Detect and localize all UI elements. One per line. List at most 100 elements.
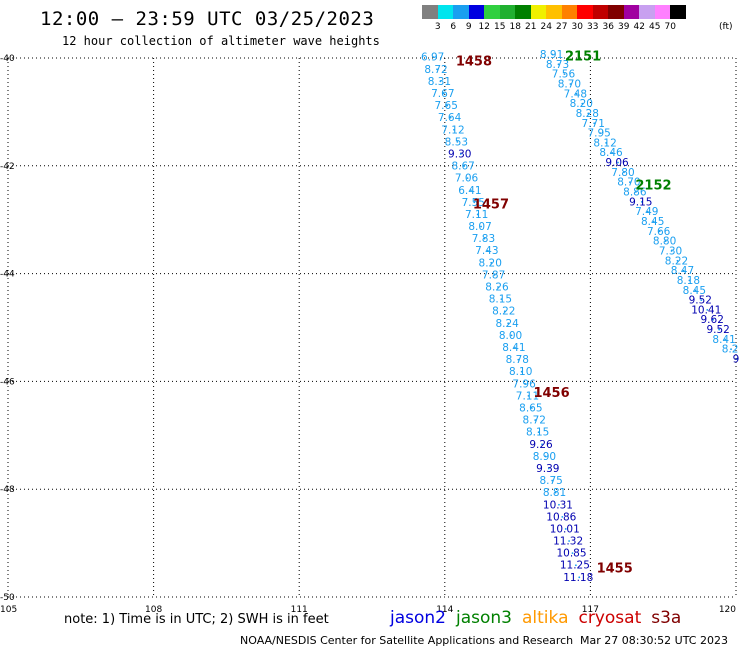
legend-level-label: 9	[465, 22, 472, 32]
wave-height-value: 9.26	[529, 439, 553, 451]
wave-height-value: 8.41	[712, 334, 735, 346]
mission-s3a: s3a	[651, 608, 682, 628]
legend-level-label: 30	[571, 22, 583, 32]
sample-dot	[554, 491, 557, 494]
sample-dot	[557, 63, 560, 66]
wave-height-value: 8.20	[479, 257, 502, 269]
wave-height-value: 7.30	[659, 245, 682, 257]
wave-height-value: 7.87	[482, 269, 505, 281]
legend-level-label: 33	[587, 22, 599, 32]
sample-dot	[558, 503, 560, 506]
sample-dot	[658, 230, 661, 233]
wave-height-value: 11.25	[560, 560, 590, 572]
wave-height-value: 10.01	[550, 523, 580, 535]
wave-height-value: 9.62	[701, 314, 724, 326]
wave-height-value: 7.64	[438, 112, 462, 124]
sample-dot	[497, 286, 499, 288]
wave-height-value: 7.12	[441, 124, 464, 136]
legend-level-label: 39	[618, 22, 630, 32]
lon-tick-label: 105	[0, 605, 17, 615]
mission-jason2: jason2	[390, 608, 446, 628]
mission-altika: altika	[522, 608, 569, 628]
sample-dot	[486, 249, 489, 252]
wave-height-value: 9.06	[605, 157, 629, 169]
wave-height-value: 6.97	[421, 52, 444, 64]
wave-height-value: 8.72	[424, 64, 447, 76]
legend-cell	[515, 5, 531, 19]
wave-height-value: 8.90	[533, 451, 556, 463]
wave-height-value: 7.65	[435, 100, 458, 112]
lat-tick-label: -42	[0, 162, 15, 172]
credit-line: NOAA/NESDIS Center for Satellite Applica…	[240, 634, 574, 647]
wave-height-value: 7.96	[512, 378, 536, 390]
legend-cell	[484, 5, 500, 19]
pass-time-label: 1455	[597, 561, 633, 576]
wave-height-value: 8.15	[489, 294, 512, 306]
wave-height-value: 8.72	[523, 415, 546, 427]
legend-cell	[639, 5, 655, 19]
chart-subtitle: 12 hour collection of altimeter wave hei…	[62, 34, 380, 48]
sample-dot	[664, 240, 667, 243]
legend-level-label: 24	[540, 22, 552, 32]
sample-dot	[712, 318, 715, 321]
mission-legend: jason2 jason3 altika cryosat s3a	[390, 608, 691, 628]
sample-dot	[503, 310, 506, 313]
wave-height-value: 7.55	[462, 197, 485, 209]
color-legend: 3 6 9 12 15 18 21 24 27 30 33 36 39 42 45 70	[422, 5, 686, 32]
wave-height-value: 9.30	[448, 148, 471, 160]
wave-height-value: 7.83	[472, 233, 495, 245]
pass-time-label: 1456	[533, 386, 569, 401]
sample-dot	[718, 328, 721, 331]
sample-dot	[537, 431, 540, 434]
wave-height-value: 8.81	[543, 487, 566, 499]
legend-level-label: 6	[450, 22, 457, 32]
sample-dot	[581, 102, 584, 105]
wave-height-value: 8.86	[623, 187, 647, 199]
sample-dot	[646, 210, 649, 213]
wave-height-value: 8.00	[499, 330, 522, 342]
sample-dot	[473, 201, 476, 204]
sample-dot	[694, 289, 697, 292]
wave-height-value: 7.11	[465, 209, 488, 221]
sample-dot	[524, 382, 526, 385]
lon-tick-label: 117	[582, 605, 599, 615]
sample-dot	[436, 68, 438, 71]
wave-height-value: 7.80	[611, 167, 634, 179]
wave-height-value: 11.32	[553, 536, 583, 548]
wave-height-value: 8.45	[683, 285, 706, 297]
sample-dot	[547, 467, 550, 470]
sample-dot	[569, 83, 572, 85]
wave-height-value: 8.24	[495, 318, 519, 330]
sample-dot	[470, 189, 472, 192]
wave-height-value: 7.49	[635, 206, 658, 218]
legend-cell	[623, 5, 639, 19]
sample-dot	[670, 250, 673, 252]
mission-cryosat: cryosat	[578, 608, 642, 628]
sample-dot	[568, 540, 571, 542]
sample-dot	[634, 191, 637, 193]
sample-dot	[652, 220, 655, 223]
sample-dot	[688, 279, 691, 282]
wave-height-value: 8.26	[485, 282, 509, 294]
legend-level-label: 12	[478, 22, 490, 32]
legend-unit: (ft)	[719, 22, 733, 32]
wave-height-value: 7.95	[587, 128, 610, 140]
sample-dot	[640, 200, 643, 203]
wave-height-value: 10.41	[691, 304, 721, 316]
wave-height-value: 8.65	[519, 402, 542, 414]
wave-height-value: 8.15	[526, 427, 549, 439]
wave-height-value: 8.22	[665, 255, 688, 267]
wave-height-value: 7.56	[552, 69, 576, 81]
sample-dot	[574, 564, 577, 567]
lon-tick-label: 120	[719, 605, 736, 615]
sample-dot	[611, 151, 613, 154]
pass-time-label: 2152	[635, 179, 671, 194]
wave-height-value: 7.43	[475, 245, 498, 257]
sample-dot	[432, 56, 435, 59]
wave-height-value: 9.15	[629, 196, 652, 208]
wave-height-value: 7.66	[647, 226, 671, 238]
wave-height-value: 8.91	[540, 49, 563, 61]
sample-dot	[617, 161, 619, 164]
sample-dot	[466, 177, 469, 180]
